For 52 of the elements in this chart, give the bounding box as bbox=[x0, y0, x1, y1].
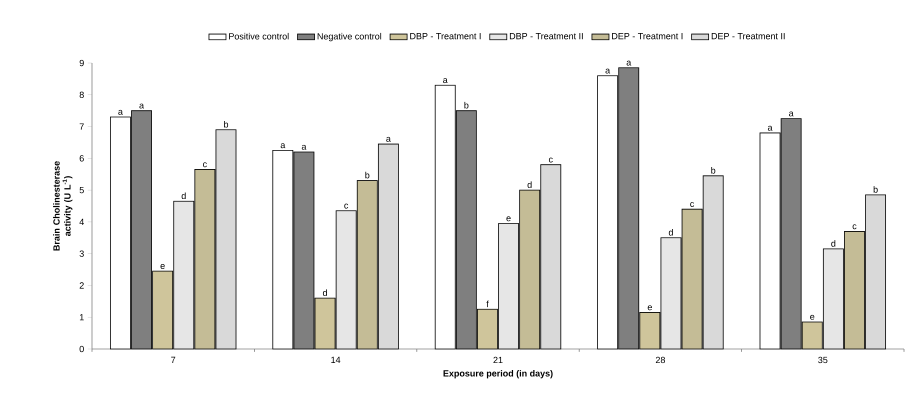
data-label: a bbox=[139, 104, 144, 108]
data-label: a bbox=[768, 126, 773, 131]
x-tick-label: 35 bbox=[818, 356, 828, 364]
data-label: c bbox=[203, 162, 207, 168]
data-label: e bbox=[160, 264, 165, 269]
data-label: a bbox=[606, 68, 610, 74]
data-label: a bbox=[280, 143, 286, 148]
data-label: b bbox=[224, 120, 228, 128]
data-label: d bbox=[831, 240, 836, 247]
data-label: a bbox=[626, 60, 632, 66]
data-label: e bbox=[810, 314, 814, 320]
data-label: e bbox=[506, 216, 511, 222]
data-label: d bbox=[668, 229, 673, 236]
y-tick-label: 1 bbox=[80, 314, 84, 320]
y-tick-label: 9 bbox=[80, 60, 84, 66]
x-tick-label: 14 bbox=[331, 356, 340, 363]
data-label: c bbox=[548, 158, 553, 163]
data-label: a bbox=[302, 144, 306, 150]
y-tick-label: 8 bbox=[80, 92, 84, 98]
legend-label: Negative control bbox=[318, 32, 382, 42]
data-label: a bbox=[789, 112, 794, 116]
data-label: b bbox=[711, 167, 716, 174]
y-tick-label: 3 bbox=[80, 250, 84, 257]
data-label: b bbox=[464, 102, 468, 108]
y-tick-label: 7 bbox=[80, 123, 84, 130]
data-label: c bbox=[690, 202, 694, 207]
data-label: e bbox=[648, 305, 652, 310]
y-tick-label: 5 bbox=[80, 186, 84, 194]
data-label: a bbox=[443, 78, 448, 84]
data-label: c bbox=[344, 204, 348, 209]
data-label: c bbox=[852, 224, 856, 230]
legend-label: DEP - Treatment II bbox=[712, 33, 785, 40]
data-label: b bbox=[874, 186, 878, 193]
data-label: a bbox=[386, 136, 391, 142]
data-label: b bbox=[365, 172, 370, 178]
legend-label: DEP - Treatment I bbox=[612, 33, 682, 40]
x-tick-label: 21 bbox=[493, 356, 503, 364]
legend-label: Positive control bbox=[229, 32, 289, 40]
data-label: d bbox=[528, 181, 532, 188]
data-label: a bbox=[118, 110, 123, 115]
data-label: d bbox=[182, 192, 186, 200]
data-label: f bbox=[486, 300, 489, 308]
data-label: d bbox=[322, 289, 327, 296]
legend-label: DBP - Treatment II bbox=[510, 33, 583, 40]
y-tick-label: 6 bbox=[80, 155, 84, 162]
x-tick-label: 28 bbox=[656, 356, 665, 364]
y-tick-label: 2 bbox=[80, 282, 84, 289]
x-tick-label: 7 bbox=[171, 356, 176, 363]
x-axis-title: Exposure period (in days) bbox=[444, 370, 553, 378]
y-tick-label: 0 bbox=[80, 346, 84, 352]
y-tick-label: 4 bbox=[79, 218, 84, 225]
legend-label: DBP - Treatment I bbox=[410, 33, 481, 40]
